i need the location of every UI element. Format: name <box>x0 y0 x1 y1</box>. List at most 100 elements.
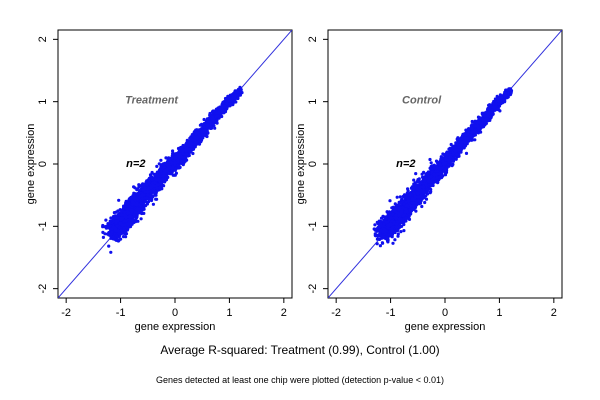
data-point <box>194 135 199 140</box>
y-tick-label: -2 <box>37 284 49 294</box>
data-point <box>238 85 242 89</box>
data-point <box>162 171 167 176</box>
data-point <box>151 202 155 206</box>
data-point <box>140 183 144 187</box>
data-point <box>120 213 124 217</box>
y-tick-label: 1 <box>37 99 49 105</box>
data-point <box>221 101 225 105</box>
y-axis-label: gene expression <box>25 124 37 205</box>
data-point <box>191 147 196 151</box>
data-point <box>119 218 123 222</box>
data-point <box>162 165 166 169</box>
data-point <box>399 230 403 234</box>
data-point <box>113 236 117 240</box>
data-point <box>137 192 141 196</box>
data-point <box>424 194 428 198</box>
data-point <box>134 220 138 224</box>
data-point <box>172 173 176 177</box>
data-point <box>220 109 224 113</box>
data-point <box>424 197 429 201</box>
data-point <box>130 200 135 204</box>
data-point <box>199 138 204 142</box>
data-point <box>407 217 412 221</box>
data-point <box>122 210 127 214</box>
data-point <box>148 173 153 177</box>
data-point <box>168 157 172 162</box>
x-axis-label: gene expression <box>135 321 216 333</box>
data-point <box>218 107 222 111</box>
x-tick-label: 2 <box>281 307 287 319</box>
y-tick-label: 2 <box>37 36 49 42</box>
data-point <box>171 149 175 153</box>
data-point <box>113 216 117 220</box>
data-point <box>189 142 194 147</box>
data-point <box>128 221 132 225</box>
data-point <box>225 102 229 106</box>
data-point <box>202 125 206 129</box>
data-point <box>202 117 206 122</box>
data-point <box>150 197 154 202</box>
data-point <box>157 162 161 166</box>
data-point <box>181 152 185 156</box>
data-point <box>123 232 127 236</box>
data-point <box>140 193 145 198</box>
data-point <box>101 230 105 234</box>
data-point <box>232 93 237 98</box>
data-point <box>143 199 147 203</box>
data-point <box>155 173 159 177</box>
data-point <box>109 216 113 220</box>
data-point <box>146 200 151 204</box>
data-point <box>173 160 177 165</box>
data-point <box>207 117 211 121</box>
data-point <box>164 156 168 160</box>
data-point <box>129 208 134 213</box>
data-point <box>449 142 453 147</box>
data-point <box>146 193 150 197</box>
data-point <box>130 202 134 206</box>
data-point <box>189 138 193 142</box>
data-point <box>111 218 115 222</box>
n-annotation: n=2 <box>126 158 145 170</box>
data-point <box>134 216 139 220</box>
data-point <box>108 219 112 223</box>
data-point <box>153 181 157 185</box>
data-point <box>124 235 128 239</box>
data-point <box>173 156 177 160</box>
data-point <box>422 170 426 174</box>
data-point <box>167 165 172 170</box>
data-point <box>124 199 128 203</box>
data-point <box>200 129 205 134</box>
data-point <box>235 90 239 94</box>
data-point <box>406 187 410 191</box>
data-point <box>140 211 144 216</box>
x-tick-label: 1 <box>226 307 232 319</box>
data-point <box>129 215 133 219</box>
data-point <box>132 185 136 189</box>
data-point <box>227 98 232 103</box>
x-tick-label: 0 <box>172 307 178 319</box>
data-point <box>124 214 129 219</box>
data-point <box>154 193 158 197</box>
data-point <box>151 194 155 198</box>
data-point <box>108 224 112 228</box>
data-point <box>170 161 174 165</box>
y-tick-label: 0 <box>37 161 49 167</box>
data-point <box>101 235 105 239</box>
data-point <box>161 174 165 178</box>
data-point <box>388 199 392 203</box>
data-point <box>125 222 129 226</box>
data-point <box>228 102 232 106</box>
data-point <box>160 163 164 167</box>
data-point <box>180 146 184 150</box>
data-point <box>123 219 128 223</box>
data-point <box>184 143 188 147</box>
data-point <box>135 207 139 211</box>
data-point <box>221 104 226 109</box>
data-point <box>135 188 139 192</box>
data-point <box>213 126 217 130</box>
data-point <box>125 207 129 211</box>
data-point <box>109 250 113 254</box>
data-point <box>126 226 130 231</box>
data-point <box>151 183 156 188</box>
